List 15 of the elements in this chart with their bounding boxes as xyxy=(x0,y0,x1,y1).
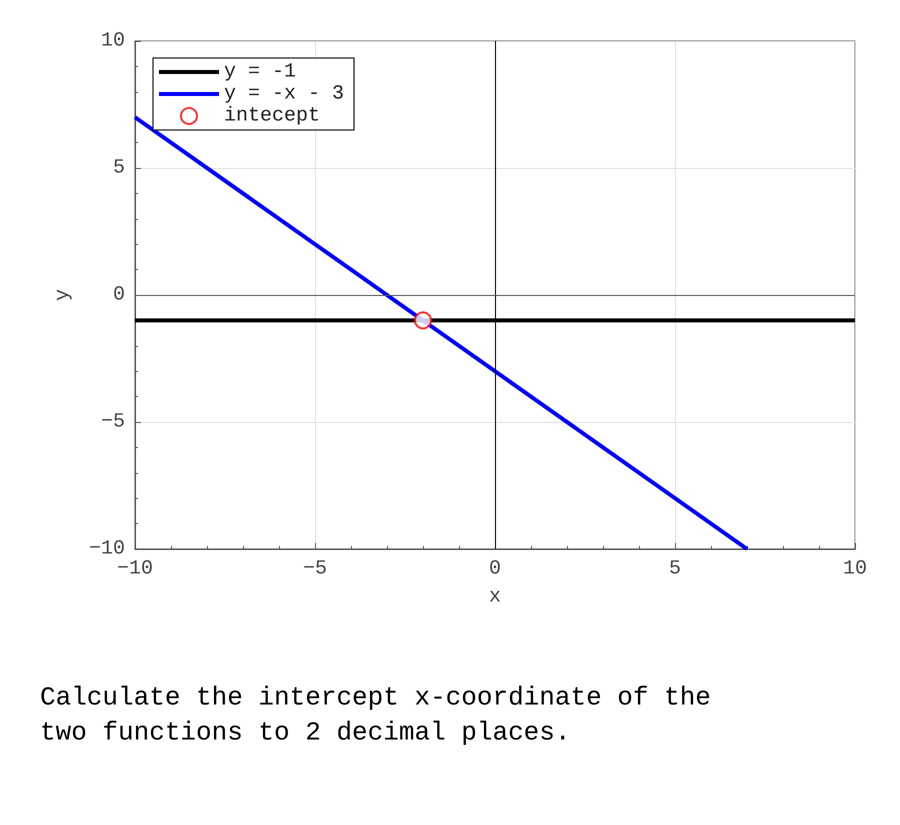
y-tick-label: 10 xyxy=(100,30,125,52)
x-tick-label: 5 xyxy=(668,558,682,580)
y-tick-label: −10 xyxy=(88,538,125,560)
x-tick-label: −5 xyxy=(302,558,328,580)
x-tick-label: 10 xyxy=(842,558,868,580)
y-tick-label: −5 xyxy=(100,410,125,434)
x-tick-label: 0 xyxy=(488,558,502,580)
y-tick-label: 0 xyxy=(112,284,125,306)
text: Calculate the intercept x-coordinate of the two functions to 2 decimal places. xyxy=(40,682,727,748)
x-axis-title: x xyxy=(488,586,502,608)
y-axis-title: y xyxy=(52,288,74,302)
legend-label: intecept xyxy=(224,104,320,128)
legend-label: y = -1 xyxy=(224,60,296,84)
y-tick-label: 5 xyxy=(112,156,125,180)
legend-label: y = -x - 3 xyxy=(224,82,344,106)
